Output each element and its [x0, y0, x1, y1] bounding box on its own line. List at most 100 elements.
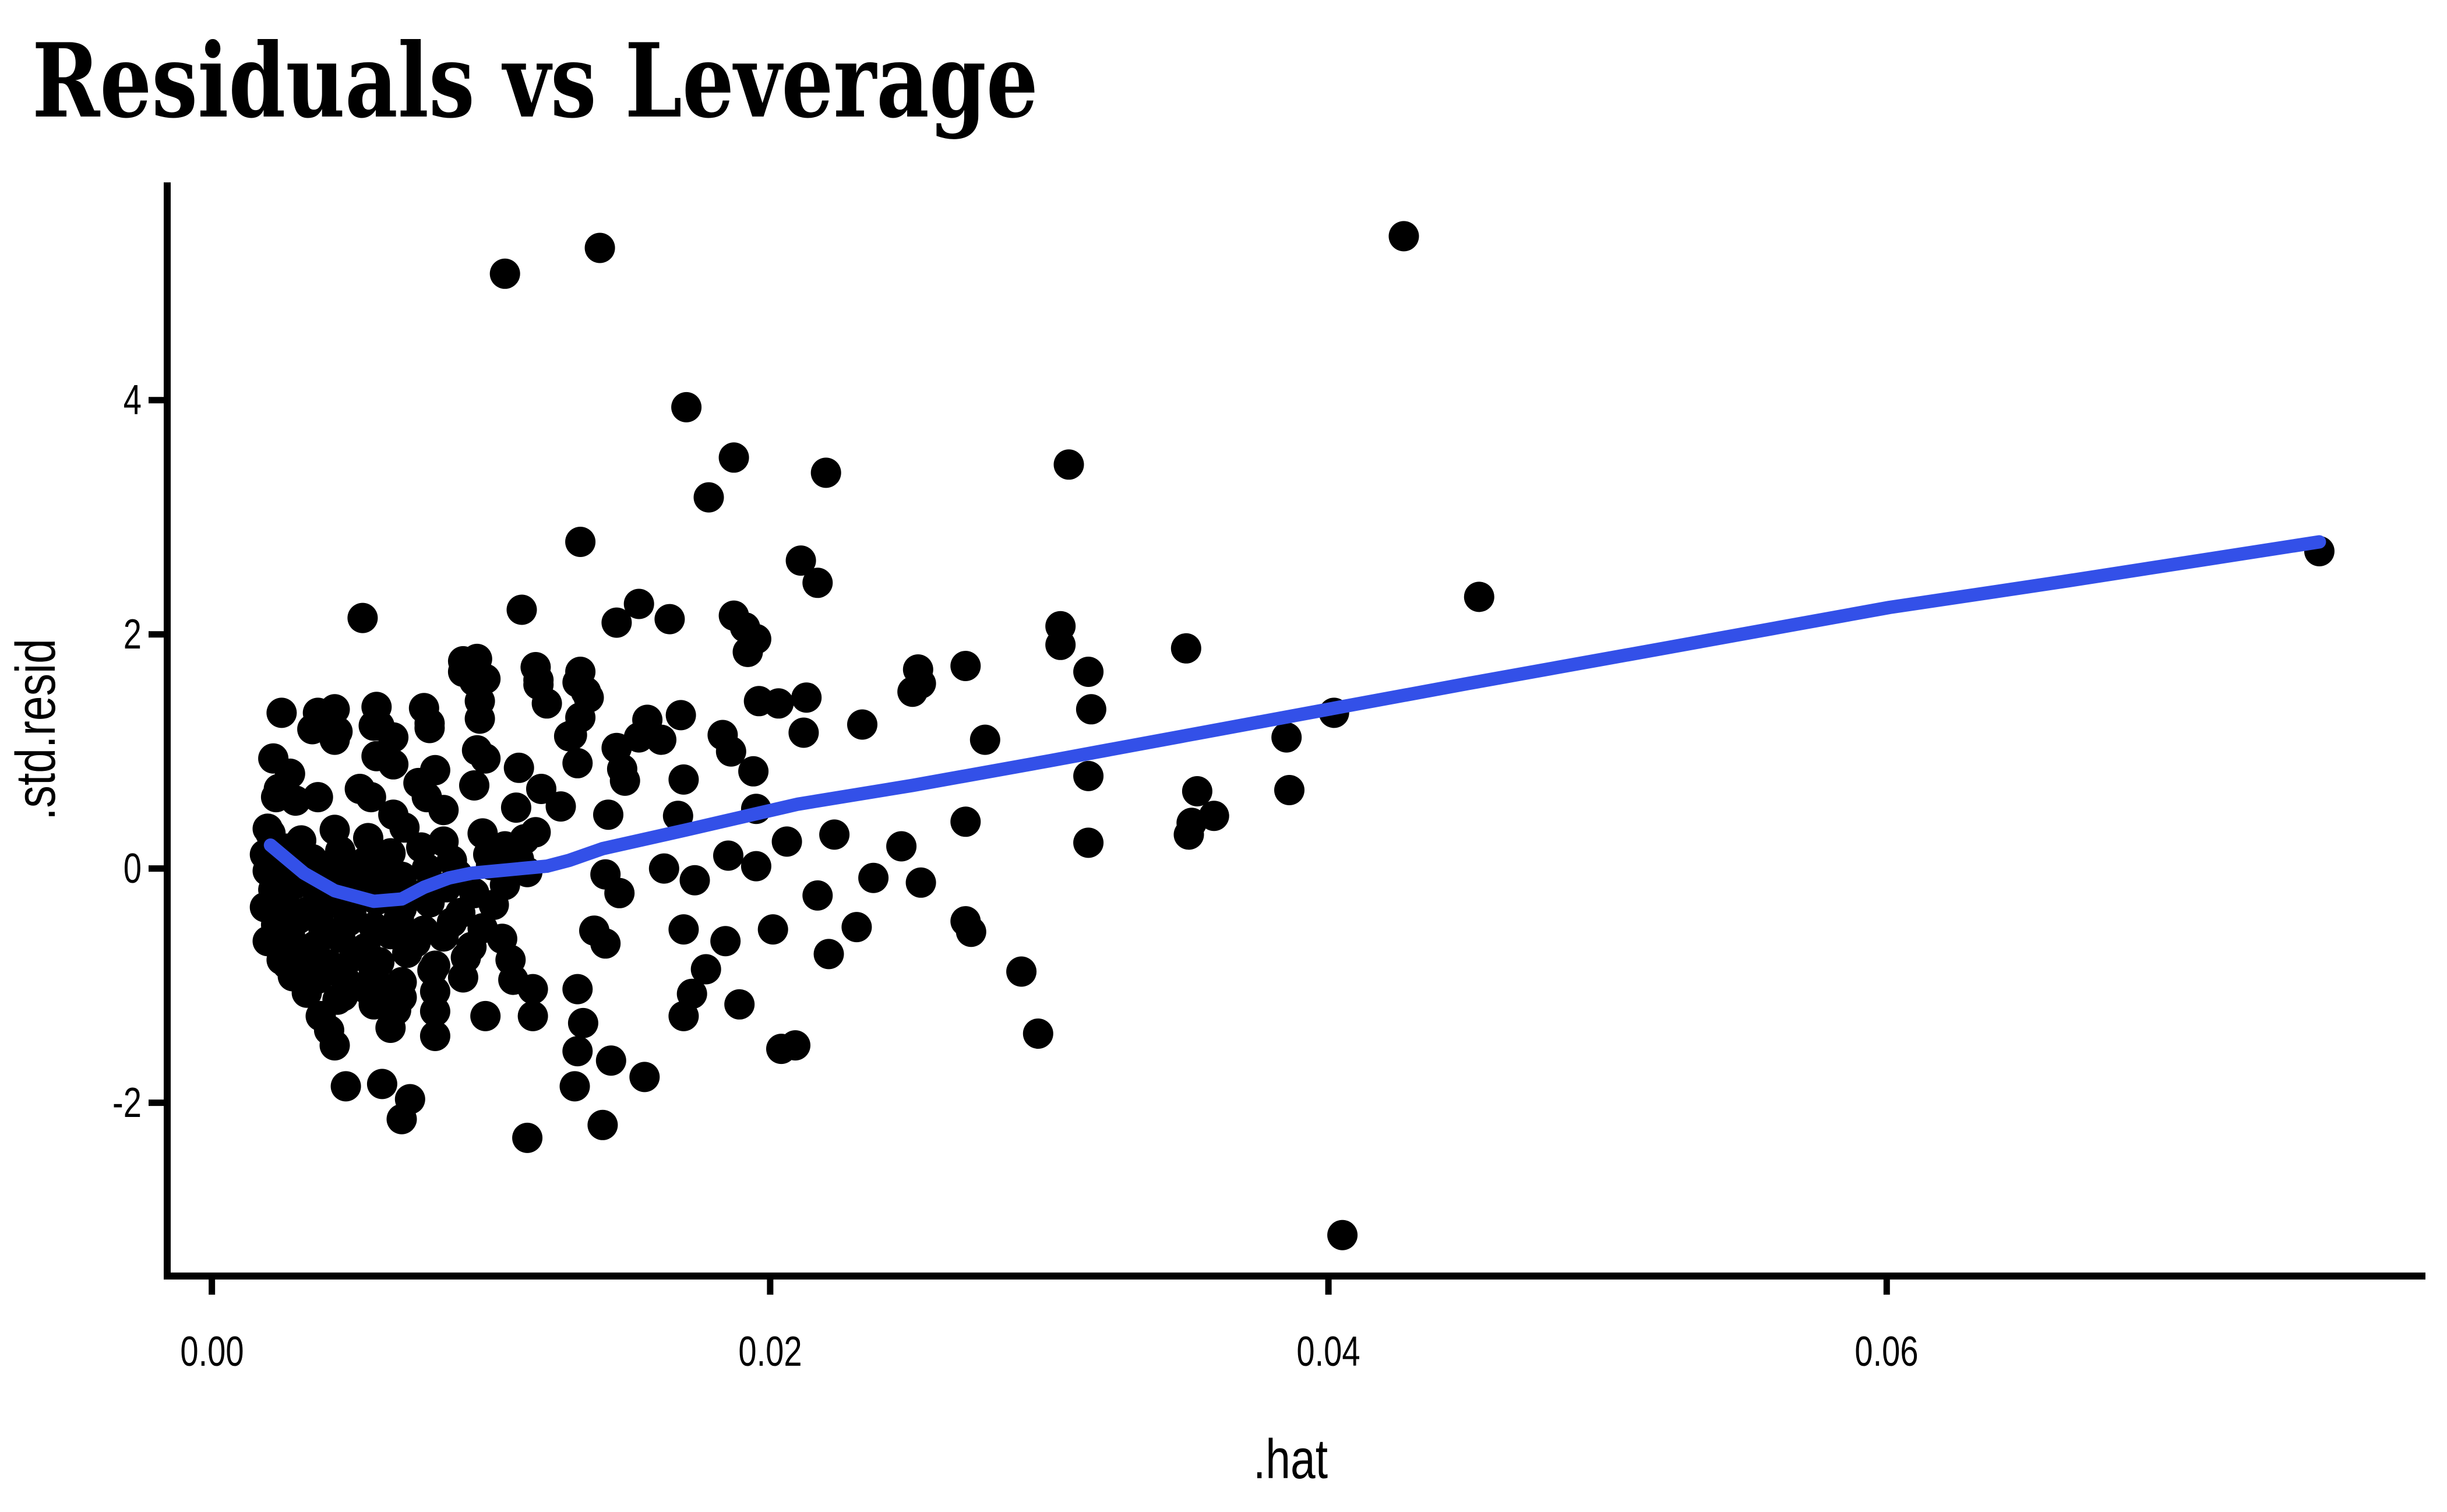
data-point [738, 756, 769, 787]
data-point [679, 865, 710, 896]
data-point [847, 709, 877, 740]
data-point [291, 977, 322, 1008]
data-point [1274, 775, 1304, 805]
x-tick-label: 0.00 [180, 1328, 244, 1375]
x-tick-label: 0.04 [1296, 1328, 1360, 1375]
data-point [347, 602, 378, 633]
data-point [486, 924, 517, 954]
data-point [1271, 722, 1302, 753]
data-point [1327, 1220, 1358, 1250]
data-point [858, 862, 889, 893]
data-point [579, 915, 609, 946]
data-point [671, 392, 702, 422]
data-point [693, 482, 724, 513]
data-point [339, 941, 369, 972]
data-point [523, 665, 554, 696]
data-point [718, 442, 749, 473]
data-point [565, 527, 596, 557]
chart-title: Residuals vs Leverage [32, 22, 1038, 141]
data-point [969, 724, 1000, 755]
data-point [609, 765, 640, 796]
data-point [503, 752, 534, 783]
data-point [562, 974, 593, 1005]
data-point [459, 770, 489, 801]
data-point [1073, 760, 1104, 791]
data-point [604, 877, 635, 908]
data-point [470, 743, 501, 774]
data-point [1006, 956, 1037, 987]
data-point [587, 1109, 618, 1140]
data-point [1198, 801, 1229, 831]
data-point [319, 694, 350, 725]
data-point [668, 914, 699, 945]
data-point [802, 568, 833, 598]
data-point [710, 926, 741, 957]
data-point [562, 1036, 593, 1067]
data-point [260, 782, 291, 813]
data-point [428, 921, 459, 952]
data-point [654, 604, 685, 635]
data-point [447, 962, 478, 993]
data-point [724, 989, 755, 1020]
data-point [1053, 449, 1084, 480]
data-point [791, 682, 822, 713]
data-point [902, 654, 933, 685]
data-point [464, 703, 495, 734]
data-point [266, 697, 297, 728]
data-point [819, 819, 850, 850]
data-point [595, 1045, 626, 1076]
data-point [1173, 819, 1204, 850]
data-point [1388, 221, 1419, 252]
data-point [419, 976, 450, 1007]
data-point [567, 1007, 598, 1038]
data-point [788, 717, 819, 748]
data-point [470, 1000, 501, 1031]
data-point [690, 954, 721, 985]
data-point [392, 937, 422, 968]
data-point [676, 978, 707, 1009]
data-point [428, 795, 459, 826]
data-point [648, 853, 679, 884]
data-point [810, 457, 841, 488]
x-tick-label: 0.02 [738, 1328, 802, 1375]
data-point [955, 917, 986, 947]
data-point [1073, 827, 1104, 858]
data-point [665, 700, 696, 731]
data-point [322, 984, 353, 1015]
data-point [459, 666, 489, 697]
smooth-line [263, 535, 2326, 908]
data-point [780, 1030, 810, 1061]
data-point [302, 782, 333, 813]
data-point [531, 688, 562, 719]
data-point [741, 851, 771, 882]
data-point [353, 823, 383, 854]
y-tick-label: -2 [112, 1079, 142, 1126]
data-point [785, 545, 816, 576]
x-axis-title: .hat [1253, 1428, 1328, 1490]
data-point [593, 799, 623, 830]
data-point [584, 232, 615, 263]
data-point [763, 688, 794, 719]
data-point [646, 724, 676, 755]
data-point [713, 840, 743, 871]
data-point [274, 758, 305, 789]
data-point [355, 782, 386, 813]
data-point [378, 749, 409, 780]
data-point [489, 258, 520, 289]
data-point [526, 774, 556, 804]
data-point [601, 607, 632, 638]
y-tick-label: 2 [123, 611, 142, 658]
data-point [545, 791, 576, 822]
data-point [905, 867, 936, 898]
data-point [715, 736, 746, 767]
data-point [386, 982, 417, 1013]
y-tick-label: 4 [123, 376, 142, 424]
data-point [559, 1071, 590, 1102]
data-point [1464, 581, 1494, 612]
data-point [813, 939, 844, 970]
data-point [601, 732, 632, 763]
data-point [319, 724, 350, 755]
y-tick-label: 0 [123, 845, 142, 892]
data-point [1022, 1018, 1053, 1049]
